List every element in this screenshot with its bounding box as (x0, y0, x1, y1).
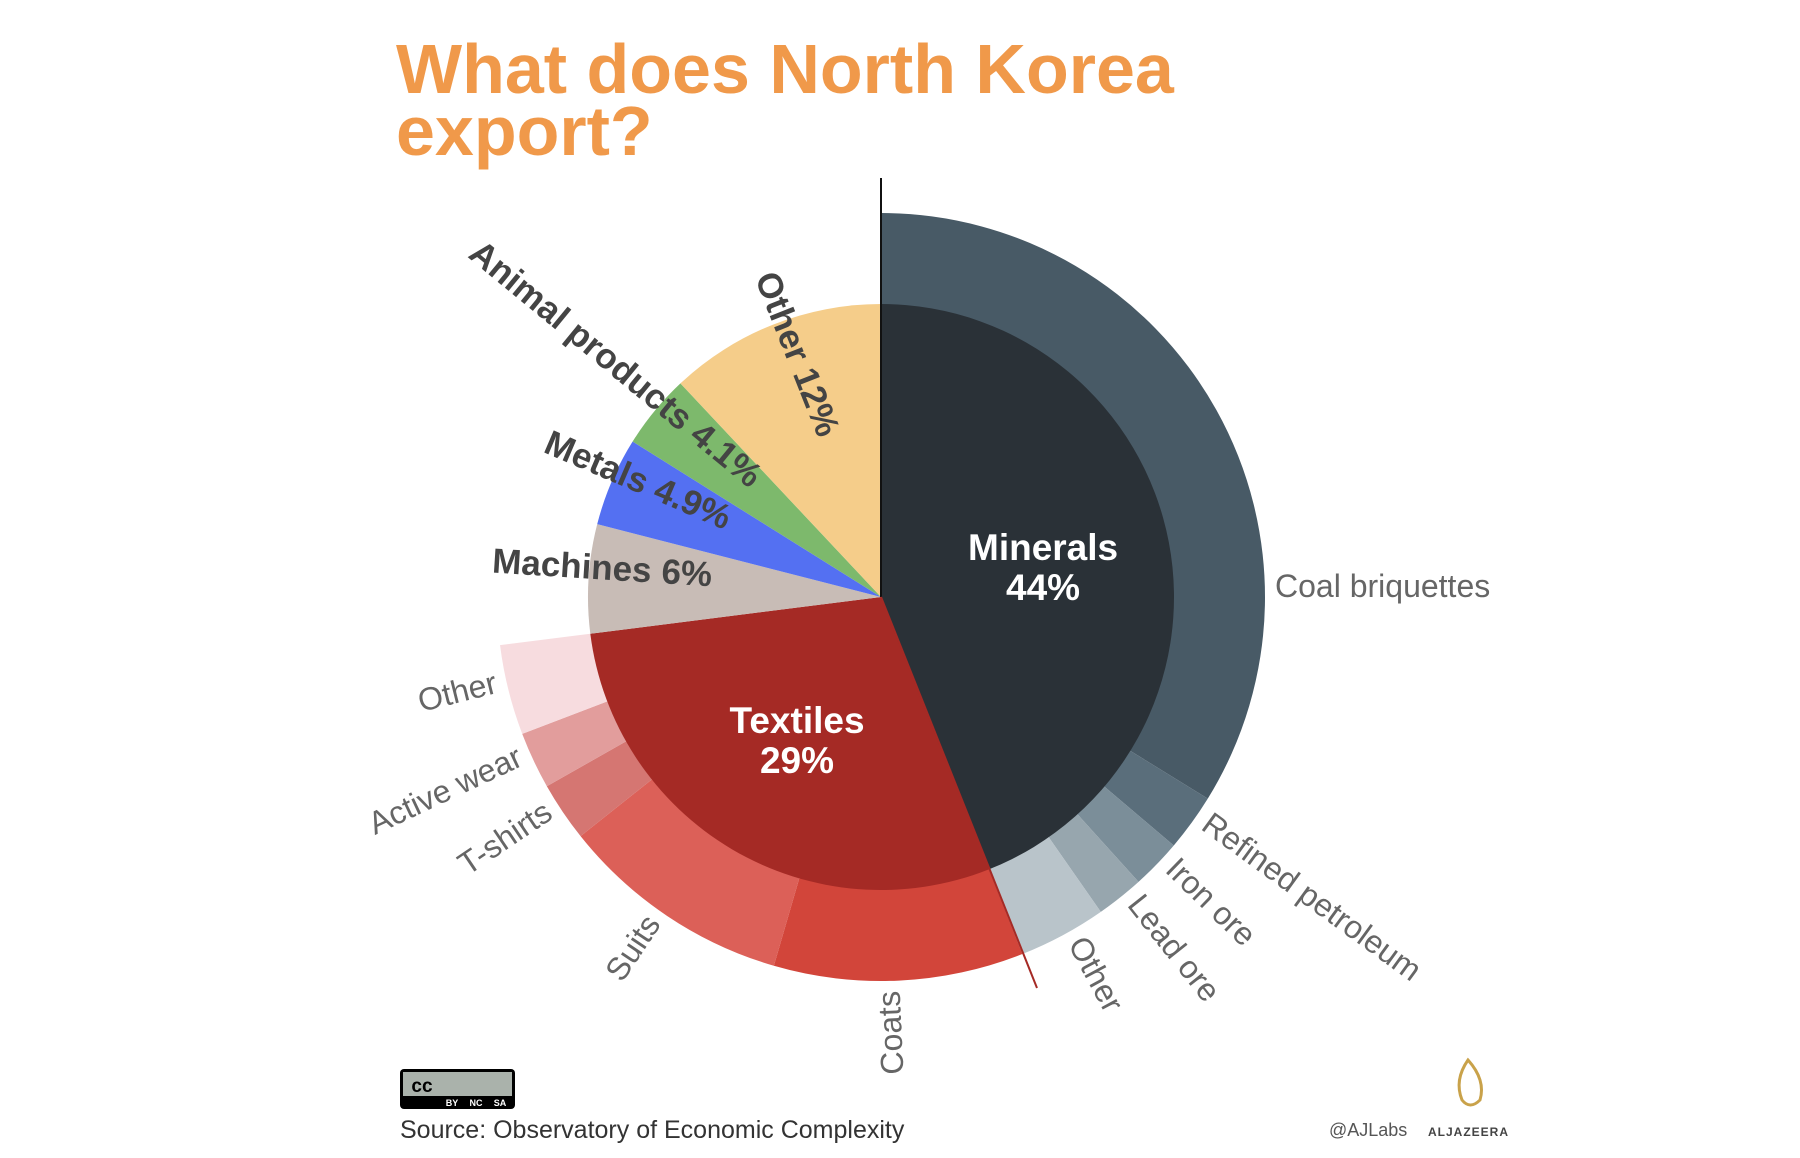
outer-segment (500, 633, 612, 734)
slice (587, 524, 881, 634)
outer-segment (773, 864, 1023, 981)
outer-label: Other (1061, 930, 1131, 1018)
value-label: 6% (660, 552, 713, 594)
outer-segment (1045, 810, 1139, 912)
slice (590, 597, 989, 890)
chart-title: What does North Korea (396, 30, 1175, 108)
outer-label: T-shirts (451, 793, 558, 882)
value-label: 29% (760, 740, 834, 781)
slice (881, 304, 1175, 870)
divider (880, 596, 1038, 989)
license-term: BY (446, 1098, 459, 1108)
chart-title: export? (396, 92, 653, 170)
outer-segment (580, 776, 801, 966)
outer-label: Other (414, 664, 501, 718)
license-term: NC (470, 1098, 483, 1108)
outer-label: Coal briquettes (1275, 568, 1490, 604)
brand-logo (1457, 1057, 1483, 1107)
slice (632, 383, 881, 597)
slice-label: Textiles 29% (729, 700, 864, 781)
slice-label: Minerals 44% (968, 527, 1118, 608)
outer-segment (546, 738, 656, 837)
category-name: Minerals (968, 527, 1118, 568)
source: Source: Observatory of Economic Complexi… (400, 1116, 905, 1144)
brand: ALJAZEERA (1428, 1125, 1509, 1139)
license-term: SA (494, 1098, 507, 1108)
outer-segment (1074, 783, 1174, 882)
category-name: Textiles (729, 700, 864, 741)
value-label: 44% (1006, 567, 1080, 608)
outer-segment (522, 699, 631, 787)
license-badge: cc BY NC SA (400, 1069, 515, 1109)
outer-segment (881, 213, 1265, 799)
outer-label: Suits (598, 908, 668, 987)
slice (680, 304, 881, 597)
credit: @AJLabs (1329, 1120, 1407, 1140)
outer-segment (1100, 748, 1208, 846)
outer-label: Coats (871, 990, 911, 1075)
license-mark: cc (411, 1076, 433, 1097)
category-name: Animal products (462, 233, 700, 438)
outer-segment (987, 833, 1101, 955)
slice (597, 441, 881, 597)
